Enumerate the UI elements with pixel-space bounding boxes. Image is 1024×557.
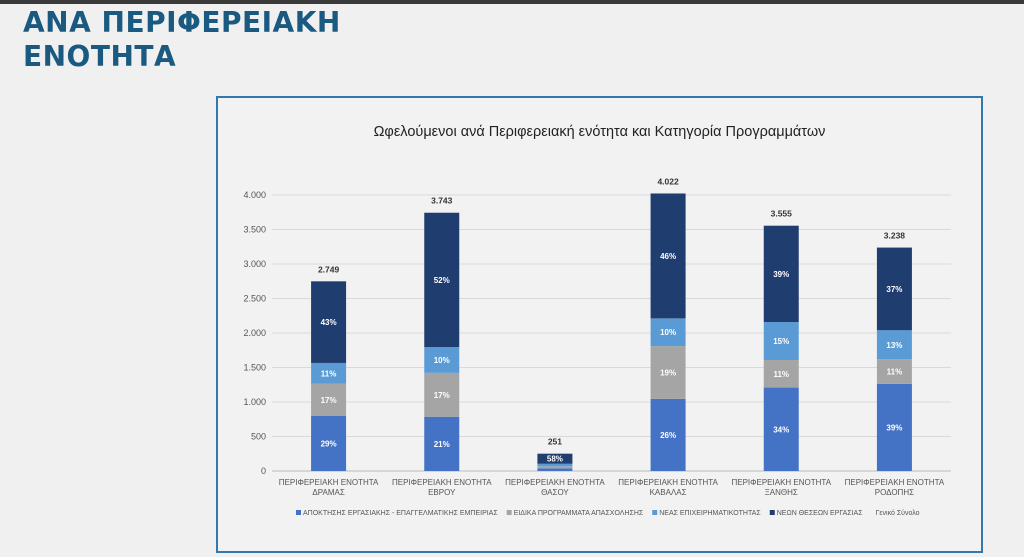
bar-segment bbox=[876, 383, 912, 471]
segment-label: 39% bbox=[886, 423, 902, 432]
bar-segment bbox=[311, 383, 347, 417]
bar-segment bbox=[763, 322, 799, 360]
x-category-label: ΘΑΣΟΥ bbox=[541, 488, 569, 497]
y-tick-label: 1.000 bbox=[243, 397, 266, 407]
bar-segment bbox=[537, 463, 573, 467]
x-category-label: ΠΕΡΙΦΕΡΕΙΑΚΗ ΕΝΟΤΗΤΑ bbox=[618, 478, 718, 487]
legend-swatch bbox=[769, 510, 775, 515]
segment-label: 11% bbox=[887, 368, 903, 377]
segment-label: 58% bbox=[547, 455, 563, 464]
y-tick-label: 3.000 bbox=[243, 259, 266, 269]
x-category-label: ΚΑΒΑΛΑΣ bbox=[650, 488, 687, 497]
bar-segment bbox=[424, 347, 460, 373]
page-title-line-1: ΑΝΑ ΠΕΡΙΦΕΡΕΙΑΚΗ bbox=[23, 6, 341, 39]
x-category-label: ΡΟΔΟΠΗΣ bbox=[875, 488, 914, 497]
bar-segment bbox=[763, 359, 799, 388]
bar-segment bbox=[537, 466, 573, 469]
segment-label: 11% bbox=[773, 370, 789, 379]
bar-segment bbox=[311, 362, 347, 384]
segment-label: 11% bbox=[321, 369, 337, 378]
bar-segment bbox=[763, 225, 799, 323]
bar-segment bbox=[650, 398, 686, 471]
total-label: 2.749 bbox=[318, 264, 340, 274]
segment-label: 43% bbox=[321, 318, 337, 327]
x-category-label: ΕΒΡΟΥ bbox=[428, 488, 456, 497]
stacked-bar-chart: 0 500 1.000 1.500 2.000 2.500 3.000 3.500 4.000 2… bbox=[243, 176, 951, 517]
segment-label: 37% bbox=[886, 285, 902, 294]
segment-label: 46% bbox=[660, 252, 676, 261]
legend-swatch bbox=[296, 510, 301, 515]
bar-segment bbox=[311, 281, 347, 363]
segment-label: 26% bbox=[660, 431, 676, 440]
page-title: ΑΝΑ ΠΕΡΙΦΕΡΕΙΑΚΗ ΕΝΟΤΗΤΑ bbox=[23, 6, 341, 74]
x-category-label: ΠΕΡΙΦΕΡΕΙΑΚΗ ΕΝΟΤΗΤΑ bbox=[392, 478, 492, 487]
x-category-label: ΠΕΡΙΦΕΡΕΙΑΚΗ ΕΝΟΤΗΤΑ bbox=[505, 478, 605, 487]
bar-segment bbox=[876, 359, 912, 384]
legend-label: ΕΙΔΙΚΑ ΠΡΟΓΡΑΜΜΑΤΑ ΑΠΑΣΧΟΛΗΣΗΣ bbox=[514, 510, 644, 517]
total-label: 3.238 bbox=[884, 231, 906, 241]
bar-segment bbox=[876, 330, 912, 360]
segment-label: 10% bbox=[434, 356, 450, 365]
y-tick-label: 4.000 bbox=[243, 190, 266, 200]
bar-segment bbox=[424, 212, 460, 348]
bar-segment bbox=[650, 318, 686, 347]
x-category-label: ΞΑΝΘΗΣ bbox=[765, 488, 798, 497]
chart-container: Ωφελούμενοι ανά Περιφερειακή ενότητα και… bbox=[216, 96, 983, 553]
y-tick-label: 1.500 bbox=[243, 363, 266, 373]
legend-label: ΝΕΩΝ ΘΕΣΕΩΝ ΕΡΓΑΣΙΑΣ bbox=[777, 510, 863, 517]
y-tick-label: 2.500 bbox=[243, 294, 266, 304]
segment-label: 17% bbox=[321, 396, 337, 405]
legend-label-total: Γενικό Σύνολο bbox=[876, 509, 920, 517]
y-tick-label: 0 bbox=[261, 466, 266, 476]
legend-swatch bbox=[652, 510, 658, 515]
segment-label: 17% bbox=[434, 391, 450, 400]
total-label: 251 bbox=[548, 437, 562, 447]
legend-label: ΑΠΟΚΤΗΣΗΣ ΕΡΓΑΣΙΑΚΗΣ - ΕΠΑΓΓΕΛΜΑΤΙΚΗΣ ΕΜ… bbox=[303, 510, 498, 517]
bar-segment bbox=[424, 372, 460, 417]
segment-label: 19% bbox=[660, 368, 676, 377]
segment-label: 34% bbox=[773, 425, 789, 434]
segment-label: 21% bbox=[434, 440, 450, 449]
total-label: 4.022 bbox=[657, 176, 679, 186]
segment-label: 15% bbox=[773, 337, 789, 346]
bar-segment bbox=[876, 247, 912, 331]
top-bar bbox=[0, 0, 1024, 4]
segment-label: 39% bbox=[773, 270, 789, 279]
bar-segment bbox=[763, 387, 799, 471]
x-category-label: ΔΡΑΜΑΣ bbox=[312, 488, 344, 497]
bar-segment bbox=[650, 346, 686, 399]
total-label: 3.555 bbox=[771, 209, 793, 219]
segment-label: 10% bbox=[660, 328, 676, 337]
y-tick-label: 2.000 bbox=[243, 328, 266, 338]
segment-label: 13% bbox=[886, 341, 902, 350]
page-title-line-2: ΕΝΟΤΗΤΑ bbox=[23, 40, 177, 73]
y-tick-label: 3.500 bbox=[243, 225, 266, 235]
bar-segment bbox=[537, 468, 573, 471]
chart-title: Ωφελούμενοι ανά Περιφερειακή ενότητα και… bbox=[373, 124, 826, 140]
y-tick-label: 500 bbox=[251, 432, 266, 442]
segment-label: 52% bbox=[434, 276, 450, 285]
legend-label: ΝΕΑΣ ΕΠΙΧΕΙΡΗΜΑΤΙΚΟΤΗΤΑΣ bbox=[659, 510, 761, 517]
bar-segment bbox=[311, 416, 347, 471]
segment-label: 29% bbox=[321, 440, 337, 449]
x-category-label: ΠΕΡΙΦΕΡΕΙΑΚΗ ΕΝΟΤΗΤΑ bbox=[731, 478, 831, 487]
bar-segment bbox=[424, 416, 460, 471]
x-category-label: ΠΕΡΙΦΕΡΕΙΑΚΗ ΕΝΟΤΗΤΑ bbox=[279, 478, 379, 487]
bar-segment bbox=[537, 453, 573, 464]
bar-segment bbox=[650, 193, 686, 319]
total-label: 3.743 bbox=[431, 196, 453, 206]
x-category-label: ΠΕΡΙΦΕΡΕΙΑΚΗ ΕΝΟΤΗΤΑ bbox=[845, 478, 945, 487]
legend-swatch bbox=[506, 510, 512, 515]
